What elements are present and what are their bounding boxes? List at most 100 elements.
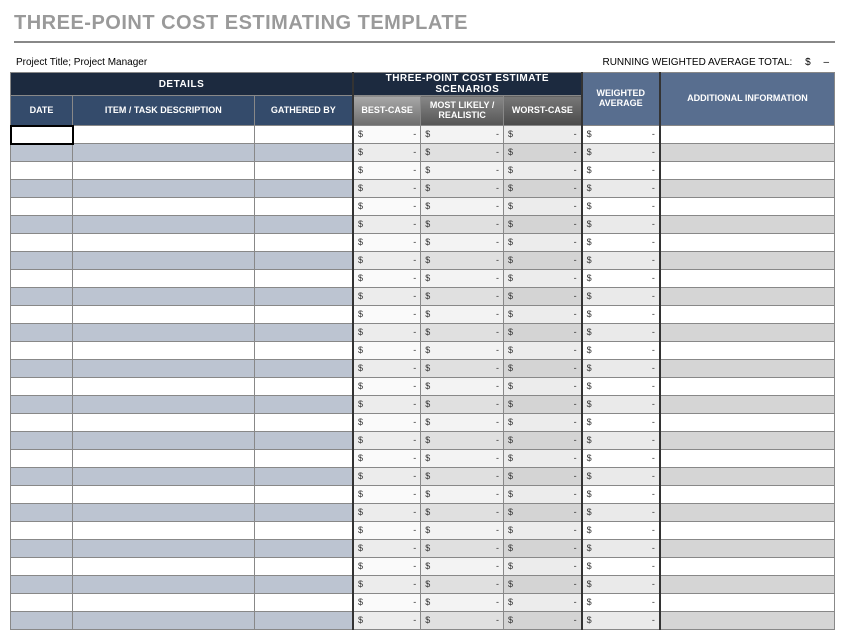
cell-item[interactable] bbox=[73, 234, 255, 252]
money-cell[interactable]: $- bbox=[353, 612, 421, 630]
money-cell[interactable]: $- bbox=[353, 216, 421, 234]
money-cell[interactable]: $- bbox=[582, 504, 660, 522]
money-cell[interactable]: $- bbox=[504, 234, 582, 252]
money-cell[interactable]: $- bbox=[421, 216, 504, 234]
money-cell[interactable]: $- bbox=[353, 270, 421, 288]
cell-date[interactable] bbox=[11, 396, 73, 414]
cell-gathered-by[interactable] bbox=[254, 378, 353, 396]
cell-additional[interactable] bbox=[660, 162, 835, 180]
money-cell[interactable]: $- bbox=[504, 558, 582, 576]
cell-item[interactable] bbox=[73, 558, 255, 576]
cell-gathered-by[interactable] bbox=[254, 558, 353, 576]
money-cell[interactable]: $- bbox=[582, 180, 660, 198]
cell-date[interactable] bbox=[11, 576, 73, 594]
cell-date[interactable] bbox=[11, 378, 73, 396]
cell-gathered-by[interactable] bbox=[254, 144, 353, 162]
money-cell[interactable]: $- bbox=[504, 198, 582, 216]
money-cell[interactable]: $- bbox=[582, 342, 660, 360]
money-cell[interactable]: $- bbox=[421, 594, 504, 612]
money-cell[interactable]: $- bbox=[504, 486, 582, 504]
money-cell[interactable]: $- bbox=[582, 144, 660, 162]
cell-date[interactable] bbox=[11, 216, 73, 234]
cell-date[interactable] bbox=[11, 522, 73, 540]
money-cell[interactable]: $- bbox=[504, 144, 582, 162]
money-cell[interactable]: $- bbox=[582, 414, 660, 432]
cell-additional[interactable] bbox=[660, 306, 835, 324]
money-cell[interactable]: $- bbox=[504, 306, 582, 324]
cell-additional[interactable] bbox=[660, 540, 835, 558]
money-cell[interactable]: $- bbox=[421, 180, 504, 198]
money-cell[interactable]: $- bbox=[582, 396, 660, 414]
money-cell[interactable]: $- bbox=[421, 396, 504, 414]
cell-date[interactable] bbox=[11, 360, 73, 378]
money-cell[interactable]: $- bbox=[421, 342, 504, 360]
cell-additional[interactable] bbox=[660, 216, 835, 234]
money-cell[interactable]: $- bbox=[582, 468, 660, 486]
money-cell[interactable]: $- bbox=[353, 396, 421, 414]
cell-date[interactable] bbox=[11, 450, 73, 468]
money-cell[interactable]: $- bbox=[421, 126, 504, 144]
cell-additional[interactable] bbox=[660, 558, 835, 576]
cell-gathered-by[interactable] bbox=[254, 414, 353, 432]
cell-gathered-by[interactable] bbox=[254, 342, 353, 360]
money-cell[interactable]: $- bbox=[353, 450, 421, 468]
money-cell[interactable]: $- bbox=[504, 540, 582, 558]
money-cell[interactable]: $- bbox=[421, 306, 504, 324]
money-cell[interactable]: $- bbox=[504, 270, 582, 288]
money-cell[interactable]: $- bbox=[353, 504, 421, 522]
money-cell[interactable]: $- bbox=[353, 180, 421, 198]
money-cell[interactable]: $- bbox=[504, 342, 582, 360]
cell-additional[interactable] bbox=[660, 414, 835, 432]
cell-item[interactable] bbox=[73, 324, 255, 342]
cell-item[interactable] bbox=[73, 576, 255, 594]
money-cell[interactable]: $- bbox=[353, 324, 421, 342]
money-cell[interactable]: $- bbox=[353, 162, 421, 180]
cell-item[interactable] bbox=[73, 432, 255, 450]
money-cell[interactable]: $- bbox=[582, 432, 660, 450]
money-cell[interactable]: $- bbox=[421, 576, 504, 594]
money-cell[interactable]: $- bbox=[582, 594, 660, 612]
cell-item[interactable] bbox=[73, 414, 255, 432]
money-cell[interactable]: $- bbox=[504, 126, 582, 144]
money-cell[interactable]: $- bbox=[353, 342, 421, 360]
cell-additional[interactable] bbox=[660, 270, 835, 288]
cell-gathered-by[interactable] bbox=[254, 324, 353, 342]
cell-item[interactable] bbox=[73, 342, 255, 360]
money-cell[interactable]: $- bbox=[582, 450, 660, 468]
cell-date[interactable] bbox=[11, 540, 73, 558]
money-cell[interactable]: $- bbox=[582, 216, 660, 234]
money-cell[interactable]: $- bbox=[353, 360, 421, 378]
money-cell[interactable]: $- bbox=[421, 234, 504, 252]
cell-date[interactable] bbox=[11, 180, 73, 198]
money-cell[interactable]: $- bbox=[421, 198, 504, 216]
cell-item[interactable] bbox=[73, 378, 255, 396]
money-cell[interactable]: $- bbox=[421, 504, 504, 522]
money-cell[interactable]: $- bbox=[582, 162, 660, 180]
cell-additional[interactable] bbox=[660, 468, 835, 486]
cell-date[interactable] bbox=[11, 144, 73, 162]
money-cell[interactable]: $- bbox=[421, 522, 504, 540]
cell-date[interactable] bbox=[11, 414, 73, 432]
cell-date[interactable] bbox=[11, 252, 73, 270]
money-cell[interactable]: $- bbox=[421, 432, 504, 450]
money-cell[interactable]: $- bbox=[353, 234, 421, 252]
cell-item[interactable] bbox=[73, 360, 255, 378]
cell-additional[interactable] bbox=[660, 234, 835, 252]
cell-date[interactable] bbox=[11, 558, 73, 576]
money-cell[interactable]: $- bbox=[421, 468, 504, 486]
money-cell[interactable]: $- bbox=[582, 486, 660, 504]
money-cell[interactable]: $- bbox=[421, 486, 504, 504]
money-cell[interactable]: $- bbox=[582, 576, 660, 594]
cell-gathered-by[interactable] bbox=[254, 576, 353, 594]
money-cell[interactable]: $- bbox=[421, 612, 504, 630]
cell-item[interactable] bbox=[73, 144, 255, 162]
cell-item[interactable] bbox=[73, 198, 255, 216]
money-cell[interactable]: $- bbox=[582, 234, 660, 252]
cell-item[interactable] bbox=[73, 288, 255, 306]
cell-additional[interactable] bbox=[660, 504, 835, 522]
cell-date[interactable] bbox=[11, 288, 73, 306]
money-cell[interactable]: $- bbox=[353, 414, 421, 432]
money-cell[interactable]: $- bbox=[504, 162, 582, 180]
cell-gathered-by[interactable] bbox=[254, 126, 353, 144]
money-cell[interactable]: $- bbox=[582, 522, 660, 540]
